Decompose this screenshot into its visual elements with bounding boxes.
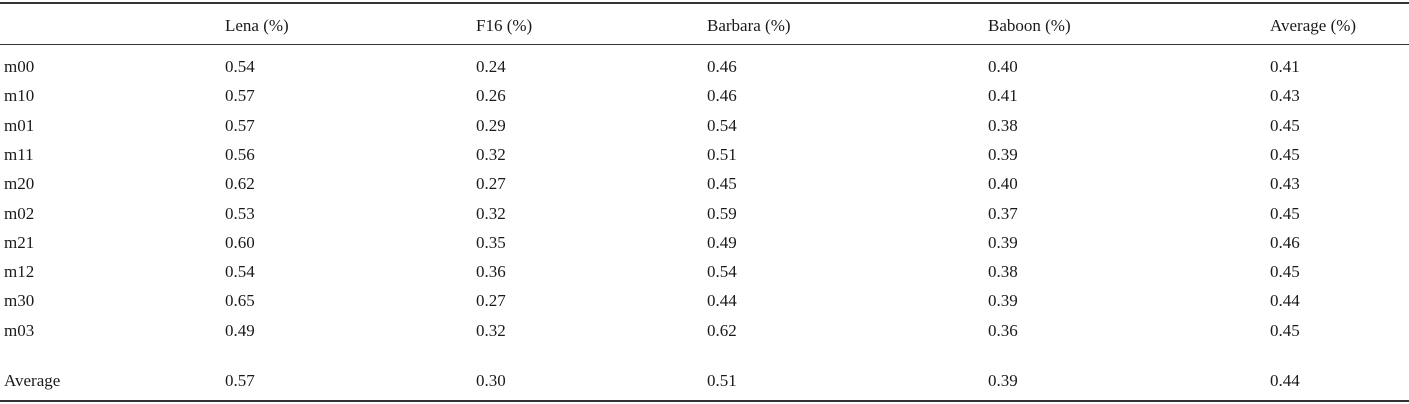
cell-value: 0.38 <box>988 262 1018 282</box>
cell-value: 0.41 <box>1270 57 1300 76</box>
row-label: m21 <box>4 232 35 252</box>
cell-value: 0.65 <box>225 291 255 311</box>
cell-value: 0.32 <box>476 320 506 340</box>
cell-value: 0.51 <box>707 144 737 164</box>
cell-value: 0.26 <box>476 86 506 106</box>
cell-value: 0.45 <box>1270 262 1300 282</box>
cell-value: 0.45 <box>1270 320 1300 340</box>
row-label: m10 <box>4 86 35 106</box>
cell-value: 0.46 <box>1270 232 1300 252</box>
cell-value: 0.30 <box>476 371 506 390</box>
column-header: F16 (%) <box>476 16 533 35</box>
cell-value: 0.27 <box>476 291 506 311</box>
cell-value: 0.54 <box>225 262 255 282</box>
cell-value: 0.41 <box>988 86 1018 106</box>
row-label: Average <box>4 371 61 390</box>
cell-value: 0.59 <box>707 203 737 223</box>
cell-value: 0.44 <box>1270 371 1300 390</box>
cell-value: 0.46 <box>707 86 737 106</box>
cell-value: 0.45 <box>707 174 737 194</box>
cell-value: 0.27 <box>476 174 506 194</box>
cell-value: 0.54 <box>707 262 737 282</box>
top-rule <box>0 2 1409 4</box>
cell-value: 0.51 <box>707 371 737 390</box>
row-label: m20 <box>4 174 35 194</box>
cell-value: 0.36 <box>988 320 1018 340</box>
cell-value: 0.32 <box>476 144 506 164</box>
cell-value: 0.45 <box>1270 115 1300 135</box>
cell-value: 0.37 <box>988 203 1018 223</box>
column-header: Baboon (%) <box>988 16 1071 35</box>
row-label: m02 <box>4 203 35 223</box>
cell-value: 0.46 <box>707 57 737 76</box>
row-label: m30 <box>4 291 35 311</box>
cell-value: 0.57 <box>225 115 255 135</box>
column-header: Lena (%) <box>225 16 289 35</box>
cell-value: 0.39 <box>988 144 1018 164</box>
column-header: Average (%) <box>1270 16 1357 35</box>
cell-value: 0.40 <box>988 174 1018 194</box>
cell-value: 0.40 <box>988 57 1018 76</box>
row-label: m01 <box>4 115 35 135</box>
cell-value: 0.62 <box>707 320 737 340</box>
cell-value: 0.62 <box>225 174 255 194</box>
cell-value: 0.35 <box>476 232 506 252</box>
cell-value: 0.32 <box>476 203 506 223</box>
cell-value: 0.54 <box>225 57 255 76</box>
cell-value: 0.53 <box>225 203 255 223</box>
cell-value: 0.43 <box>1270 86 1300 106</box>
cell-value: 0.29 <box>476 115 506 135</box>
cell-value: 0.44 <box>707 291 737 311</box>
cell-value: 0.38 <box>988 115 1018 135</box>
cell-value: 0.57 <box>225 371 255 390</box>
cell-value: 0.43 <box>1270 174 1300 194</box>
cell-value: 0.44 <box>1270 291 1300 311</box>
header-rule <box>0 44 1409 45</box>
cell-value: 0.24 <box>476 57 506 76</box>
cell-value: 0.45 <box>1270 144 1300 164</box>
cell-value: 0.54 <box>707 115 737 135</box>
cell-value: 0.39 <box>988 371 1018 390</box>
column-header: Barbara (%) <box>707 16 791 35</box>
row-label: m11 <box>4 144 34 164</box>
cell-value: 0.39 <box>988 232 1018 252</box>
row-label: m00 <box>4 57 35 76</box>
cell-value: 0.36 <box>476 262 506 282</box>
cell-value: 0.57 <box>225 86 255 106</box>
bottom-rule <box>0 400 1409 402</box>
cell-value: 0.39 <box>988 291 1018 311</box>
cell-value: 0.49 <box>225 320 255 340</box>
row-label: m12 <box>4 262 35 282</box>
row-label: m03 <box>4 320 35 340</box>
cell-value: 0.45 <box>1270 203 1300 223</box>
cell-value: 0.60 <box>225 232 255 252</box>
cell-value: 0.56 <box>225 144 255 164</box>
cell-value: 0.49 <box>707 232 737 252</box>
